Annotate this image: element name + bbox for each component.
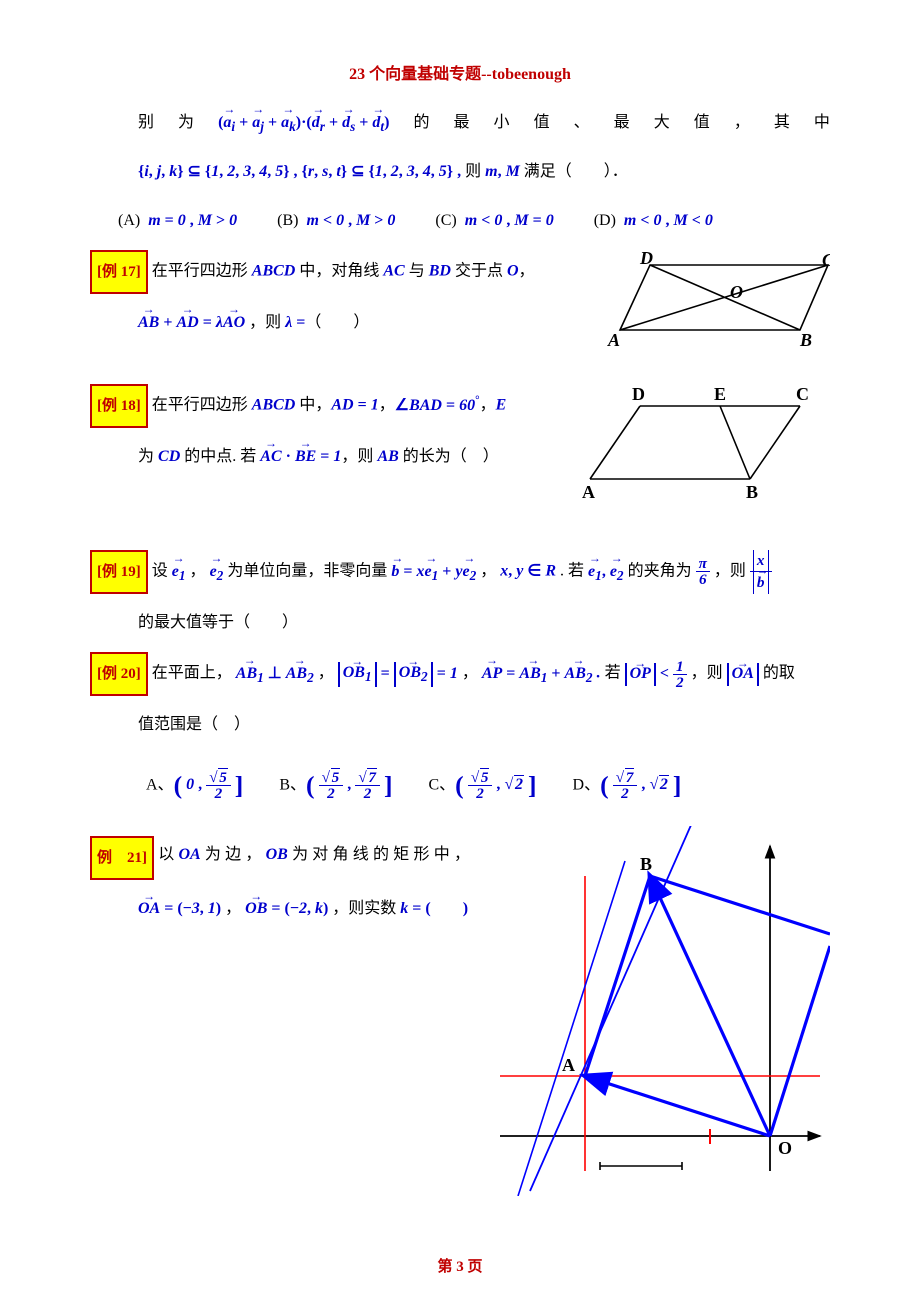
- cont-post1: 的: [413, 104, 429, 143]
- ex17-eq: AB + AD = λAO: [138, 314, 245, 331]
- cont-post6: 最: [614, 104, 630, 143]
- svg-text:D: D: [632, 384, 645, 404]
- svg-text:A: A: [582, 482, 595, 502]
- ex21-diagram: O A B: [470, 826, 830, 1196]
- ex21-j2: 为: [205, 836, 221, 880]
- ex20-opt-c: C、( 52 , 2 ]: [428, 755, 536, 816]
- ex21-j10: 的: [373, 836, 389, 880]
- ex18-text: 在平行四边形 ABCD 中，AD = 1，∠BAD = 60°，E: [152, 397, 507, 414]
- opt-b: (B) m < 0 , M > 0: [277, 202, 395, 240]
- ex21-j5: OB: [266, 836, 288, 880]
- ex21-j12: 形: [413, 836, 429, 880]
- ex17-tag: [例 17]: [90, 250, 148, 294]
- svg-text:B: B: [746, 482, 758, 502]
- ex20-opt-d: D、( 72 , 2 ]: [573, 755, 682, 816]
- ex21-j11: 矩: [393, 836, 409, 880]
- svg-text:B: B: [799, 330, 812, 350]
- ex18-block: D E C A B [例 18] 在平行四边形 ABCD 中，AD = 1，∠B…: [90, 384, 830, 504]
- cont-post2: 最: [453, 104, 469, 143]
- ex20-line2: 值范围是（ ）: [90, 706, 830, 744]
- cont-line-1: 别 为 (ai + aj + ak)·(dr + ds + dt) 的 最 小 …: [90, 104, 830, 143]
- page-footer: 第 3 页: [0, 1255, 920, 1276]
- cont-post10: 其: [774, 104, 790, 143]
- ex18-tag: [例 18]: [90, 384, 148, 428]
- cont-post8: 值: [694, 104, 710, 143]
- opt-d: (D) m < 0 , M < 0: [594, 202, 713, 240]
- svg-text:E: E: [714, 384, 726, 404]
- page-header: 23 个向量基础专题--tobeenough: [90, 60, 830, 84]
- ex21-j4: ，: [245, 836, 261, 880]
- opt-c: (C) m < 0 , M = 0: [435, 202, 553, 240]
- svg-text:D: D: [639, 250, 653, 268]
- cont-line-2: {i, j, k} ⊆ {1, 2, 3, 4, 5} , {r, s, t} …: [90, 153, 830, 191]
- ex18-diagram: D E C A B: [570, 384, 830, 504]
- ex19-tag: [例 19]: [90, 550, 148, 594]
- ex20-line1: [例 20] 在平面上， AB1 ⊥ AB2 ， OB1 = OB2 = 1 ，…: [90, 652, 830, 696]
- svg-text:C: C: [796, 384, 809, 404]
- page: 23 个向量基础专题--tobeenough 别 为 (ai + aj + ak…: [0, 0, 920, 1302]
- ex17-block: A B C D O [例 17] 在平行四边形 ABCD 中，对角线 AC 与 …: [90, 250, 830, 360]
- svg-text:C: C: [822, 250, 830, 270]
- ex21-j1: OA: [178, 836, 200, 880]
- ex19-line2: 的最大值等于（ ）: [90, 604, 830, 642]
- ex20-opt-a: A、( 0 , 52 ]: [146, 755, 243, 816]
- ex21-j14: ，: [454, 836, 470, 880]
- cont-post7: 大: [654, 104, 670, 143]
- cont-post11: 中: [814, 104, 830, 143]
- ex20-options: A、( 0 , 52 ] B、( 52 , 72 ] C、( 52 , 2 ] …: [90, 755, 830, 816]
- ex21-tag: 例 21]: [90, 836, 154, 880]
- cont-pre1: 别: [138, 104, 154, 143]
- svg-text:O: O: [778, 1138, 792, 1158]
- ex18-text2: 为 CD 的中点. 若 AC · BE = 1，则 AB 的长为（ ）: [138, 448, 499, 465]
- ex21-j13: 中: [434, 836, 450, 880]
- ex21-j8: 角: [333, 836, 349, 880]
- ex21-j9: 线: [353, 836, 369, 880]
- ex21-block: 例 21] 以 OA 为 边 ， OB 为 对 角 线 的 矩 形 中 ， OA…: [90, 826, 830, 1196]
- ex21-j0: 以: [158, 836, 174, 880]
- ex20-opt-b: B、( 52 , 72 ]: [279, 755, 392, 816]
- ex19-line1: [例 19] 设 e1 ， e2 为单位向量，非零向量 b = xe1 + ye…: [90, 550, 830, 594]
- cont-post3: 小: [494, 104, 510, 143]
- cont-post9: ，: [734, 104, 750, 143]
- svg-text:A: A: [562, 1055, 575, 1075]
- ex21-j7: 对: [312, 836, 328, 880]
- cont-options: (A) m = 0 , M > 0 (B) m < 0 , M > 0 (C) …: [90, 202, 830, 240]
- cont-post4: 值: [534, 104, 550, 143]
- ex21-j6: 为: [292, 836, 308, 880]
- opt-a: (A) m = 0 , M > 0: [118, 202, 237, 240]
- ex21-j3: 边: [225, 836, 241, 880]
- ex17-diagram: A B C D O: [590, 250, 830, 360]
- cont-expr: (ai + aj + ak)·(dr + ds + dt): [218, 104, 389, 143]
- svg-text:A: A: [607, 330, 620, 350]
- svg-text:O: O: [730, 282, 743, 302]
- ex20-tag: [例 20]: [90, 652, 148, 696]
- ex17-text1: 在平行四边形 ABCD 中，对角线 AC 与 BD 交于点 O，: [152, 263, 535, 280]
- svg-text:B: B: [640, 854, 652, 874]
- cont-post5: 、: [574, 104, 590, 143]
- cont-pre2: 为: [178, 104, 194, 143]
